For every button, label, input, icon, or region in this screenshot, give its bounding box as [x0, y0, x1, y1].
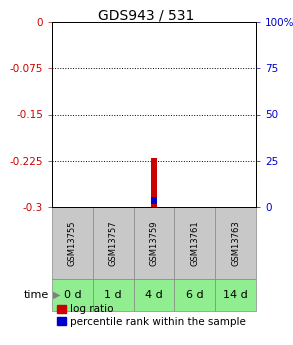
Bar — [174, 279, 215, 311]
Legend: log ratio, percentile rank within the sample: log ratio, percentile rank within the sa… — [57, 304, 246, 327]
Bar — [93, 279, 134, 311]
Text: GSM13757: GSM13757 — [109, 220, 118, 266]
Bar — [215, 279, 256, 311]
Text: GSM13763: GSM13763 — [231, 220, 240, 266]
Bar — [134, 207, 174, 279]
Text: GSM13759: GSM13759 — [149, 220, 159, 266]
Bar — [215, 207, 256, 279]
Text: 1 d: 1 d — [104, 290, 122, 300]
Bar — [52, 207, 93, 279]
Text: time: time — [24, 290, 49, 300]
Bar — [174, 207, 215, 279]
Bar — [151, 158, 157, 207]
Text: ▶: ▶ — [53, 290, 61, 300]
Text: 4 d: 4 d — [145, 290, 163, 300]
Text: GDS943 / 531: GDS943 / 531 — [98, 9, 195, 23]
Bar — [93, 207, 134, 279]
Bar — [52, 279, 93, 311]
Text: 6 d: 6 d — [186, 290, 204, 300]
Bar — [151, 197, 157, 204]
Text: 0 d: 0 d — [64, 290, 81, 300]
Bar — [134, 279, 174, 311]
Text: GSM13755: GSM13755 — [68, 220, 77, 266]
Text: GSM13761: GSM13761 — [190, 220, 199, 266]
Text: 14 d: 14 d — [223, 290, 248, 300]
